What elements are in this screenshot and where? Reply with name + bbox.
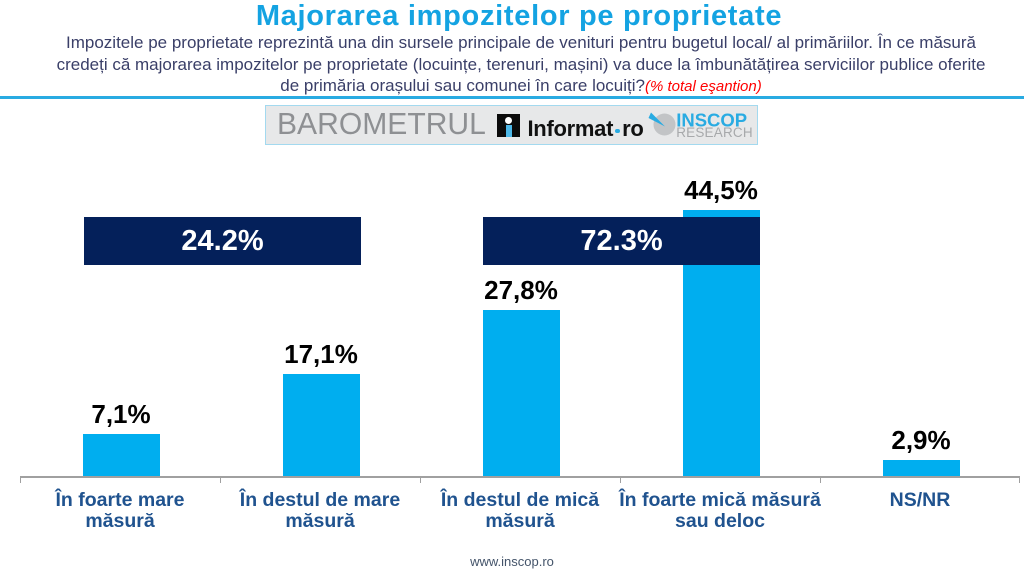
svg-text:INSCOP: INSCOP (676, 109, 747, 130)
svg-text:RESEARCH: RESEARCH (676, 125, 753, 140)
